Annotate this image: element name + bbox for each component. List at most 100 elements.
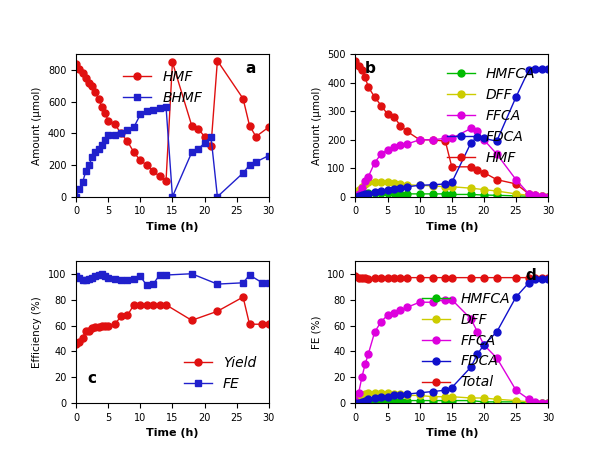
FFCA: [481, 137, 488, 143]
FDCA: [448, 385, 456, 390]
Total: [396, 275, 404, 280]
HMF: [88, 83, 96, 89]
HMFCA: [390, 191, 398, 196]
FFCA: [378, 151, 385, 157]
Line: HMF: HMF: [352, 58, 552, 200]
BHMF: [239, 170, 247, 176]
Yield: [136, 302, 144, 308]
HMFCA: [442, 398, 449, 403]
BHMF: [194, 147, 202, 152]
FDCA: [358, 399, 365, 405]
BHMF: [88, 154, 96, 160]
HMFCA: [403, 398, 410, 403]
BHMF: [72, 194, 80, 199]
FDCA: [403, 184, 410, 189]
HMF: [207, 144, 214, 149]
DFF: [532, 193, 539, 198]
FFCA: [365, 174, 372, 179]
HMF: [163, 178, 170, 183]
Total: [390, 275, 398, 280]
FE: [92, 274, 99, 279]
FDCA: [544, 276, 552, 282]
FFCA: [361, 178, 368, 184]
Text: d: d: [525, 268, 536, 283]
DFF: [429, 183, 436, 188]
FE: [95, 272, 102, 278]
Total: [467, 275, 474, 280]
HMFCA: [525, 400, 532, 406]
FE: [239, 280, 247, 285]
FFCA: [371, 160, 378, 165]
HMF: [493, 177, 501, 183]
HMFCA: [532, 194, 539, 199]
Text: c: c: [88, 371, 97, 386]
BHMF: [130, 125, 138, 130]
FE: [72, 274, 80, 279]
FDCA: [384, 394, 391, 400]
Yield: [188, 318, 195, 323]
FE: [214, 281, 221, 287]
DFF: [365, 390, 372, 395]
HMF: [136, 158, 144, 163]
HMF: [355, 63, 362, 68]
HMFCA: [378, 191, 385, 196]
FDCA: [403, 391, 410, 397]
FFCA: [358, 185, 365, 191]
FDCA: [371, 395, 378, 401]
HMF: [95, 96, 102, 101]
Yield: [156, 302, 163, 308]
Total: [493, 275, 501, 280]
HMF: [82, 75, 90, 81]
HMF: [371, 94, 378, 100]
FE: [150, 281, 157, 287]
HMFCA: [371, 398, 378, 403]
BHMF: [163, 104, 170, 109]
HMFCA: [396, 398, 404, 403]
Total: [371, 275, 378, 280]
FFCA: [532, 193, 539, 198]
DFF: [442, 184, 449, 189]
Total: [442, 275, 449, 280]
BHMF: [105, 132, 112, 138]
DFF: [355, 187, 362, 193]
FFCA: [390, 310, 398, 315]
Total: [481, 275, 488, 280]
Line: DFF: DFF: [352, 389, 552, 407]
DFF: [544, 400, 552, 406]
FDCA: [467, 140, 474, 145]
FFCA: [442, 297, 449, 302]
HMF: [416, 137, 423, 143]
FFCA: [538, 193, 545, 199]
HMF: [101, 110, 108, 116]
DFF: [403, 393, 410, 398]
FDCA: [396, 393, 404, 398]
FFCA: [429, 137, 436, 143]
FFCA: [481, 342, 488, 347]
HMFCA: [532, 400, 539, 406]
Yield: [79, 336, 86, 341]
Total: [429, 275, 436, 280]
Y-axis label: Amount (μmol): Amount (μmol): [32, 87, 43, 165]
FFCA: [538, 400, 545, 406]
FDCA: [365, 191, 372, 197]
FDCA: [352, 194, 359, 199]
HMF: [384, 111, 391, 117]
FDCA: [361, 192, 368, 197]
FDCA: [378, 394, 385, 400]
FFCA: [378, 319, 385, 324]
Legend: HMF, BHMF: HMF, BHMF: [118, 64, 208, 110]
DFF: [358, 394, 365, 400]
DFF: [358, 184, 365, 189]
BHMF: [265, 153, 272, 158]
FFCA: [403, 305, 410, 310]
FE: [246, 272, 253, 278]
FDCA: [396, 185, 404, 190]
HMF: [361, 74, 368, 80]
DFF: [390, 391, 398, 397]
BHMF: [201, 140, 208, 146]
HMFCA: [538, 400, 545, 406]
HMFCA: [493, 193, 501, 198]
Total: [525, 275, 532, 280]
HMF: [156, 173, 163, 179]
FFCA: [474, 329, 481, 335]
